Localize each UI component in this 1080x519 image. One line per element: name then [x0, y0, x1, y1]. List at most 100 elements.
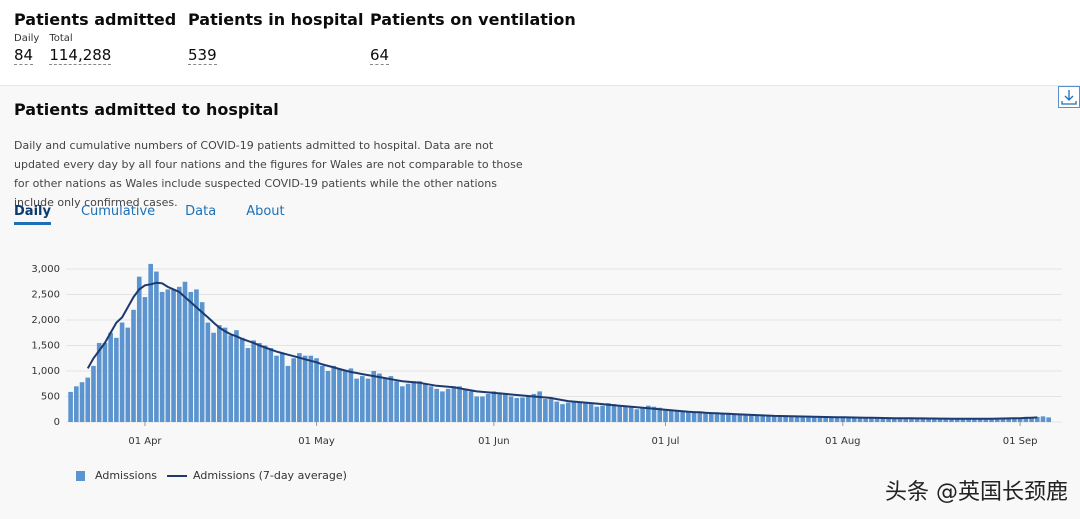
bar — [588, 404, 594, 422]
bar — [960, 418, 966, 422]
bar — [903, 417, 909, 422]
x-tick-label: 01 Apr — [128, 436, 162, 447]
bar — [634, 409, 640, 422]
bar — [760, 415, 766, 422]
legend-label: Admissions (7-day average) — [193, 469, 347, 482]
legend-label: Admissions — [95, 469, 157, 482]
bar — [840, 417, 846, 422]
bar — [605, 403, 611, 422]
bar — [966, 418, 971, 422]
bar — [251, 340, 256, 422]
bar — [377, 373, 382, 422]
bar — [257, 342, 262, 422]
bar — [148, 263, 153, 422]
bar — [897, 418, 903, 422]
bar — [360, 376, 365, 422]
y-tick-label: 2,000 — [31, 315, 60, 326]
bar — [400, 386, 405, 422]
bar — [85, 377, 91, 422]
bar — [108, 332, 113, 422]
bar — [445, 388, 451, 422]
download-button[interactable] — [1058, 86, 1080, 108]
stat-value: 114,288 — [49, 46, 112, 65]
bar — [405, 383, 411, 422]
bar — [863, 417, 868, 422]
stat-label — [188, 33, 217, 45]
y-tick-label: 1,000 — [31, 366, 60, 377]
bar — [949, 418, 954, 422]
bar — [720, 414, 725, 422]
bar — [228, 335, 234, 422]
bar — [480, 396, 485, 422]
bar — [176, 286, 182, 422]
bar — [783, 415, 788, 422]
bar — [485, 393, 491, 422]
stat: Patients on ventilation 64 — [370, 10, 576, 65]
stat-title: Patients in hospital — [188, 10, 364, 29]
bar — [823, 416, 828, 422]
bar — [91, 365, 96, 422]
stat-item: Total 114,288 — [49, 29, 112, 65]
bar — [668, 410, 674, 422]
bar — [640, 407, 645, 422]
bar — [600, 405, 605, 422]
bar — [1040, 416, 1046, 422]
stat-title: Patients on ventilation — [370, 10, 576, 29]
stat-value: 64 — [370, 46, 390, 65]
bar — [365, 378, 371, 422]
bar — [468, 391, 474, 422]
bar — [932, 418, 937, 422]
bar — [279, 353, 285, 422]
bar — [1006, 418, 1011, 422]
stat-item: 64 — [370, 29, 390, 65]
tab[interactable]: Daily — [14, 204, 51, 225]
tab[interactable]: Data — [185, 204, 217, 219]
bar — [68, 391, 73, 422]
tab[interactable]: Cumulative — [80, 204, 156, 219]
bar — [880, 417, 886, 422]
bar — [817, 416, 823, 422]
bar — [777, 416, 783, 422]
bar — [462, 388, 468, 422]
bar — [354, 378, 359, 422]
bar — [1029, 417, 1034, 422]
bar — [382, 378, 388, 422]
bar — [102, 342, 108, 422]
chart-title: Patients admitted to hospital — [14, 100, 279, 119]
bar — [731, 413, 737, 422]
header: Patients admitted Daily 84 Total 114,288 Pati… — [0, 0, 1080, 86]
bar — [239, 337, 245, 422]
bar — [371, 371, 377, 422]
bar — [748, 415, 754, 422]
bar — [628, 406, 634, 422]
watermark: 头条 @英国长颈鹿 — [885, 480, 1068, 505]
bar — [789, 416, 794, 422]
bar — [457, 386, 462, 422]
bar — [726, 414, 731, 422]
y-tick-label: 500 — [41, 392, 60, 403]
bar — [222, 327, 228, 422]
bar — [851, 417, 857, 422]
y-tick-label: 0 — [54, 417, 60, 428]
bar — [623, 406, 628, 422]
bar — [972, 418, 977, 422]
bar — [417, 381, 422, 422]
bar — [617, 405, 623, 422]
stat-label: Total — [49, 33, 73, 44]
bar — [114, 337, 119, 422]
bar — [520, 397, 525, 422]
stat: Patients in hospital 539 — [188, 10, 363, 65]
bar — [314, 358, 319, 422]
bar — [926, 418, 931, 422]
bar — [199, 302, 205, 422]
description: Daily and cumulative numbers of COVID-19… — [14, 139, 523, 209]
bar — [811, 416, 817, 422]
tab[interactable]: About — [246, 204, 285, 219]
x-tick-label: 01 Aug — [825, 436, 860, 447]
bar — [274, 355, 279, 422]
bar — [829, 416, 834, 422]
bar — [708, 413, 714, 422]
bar — [657, 407, 663, 422]
bar — [1034, 416, 1040, 422]
bar — [422, 383, 428, 422]
